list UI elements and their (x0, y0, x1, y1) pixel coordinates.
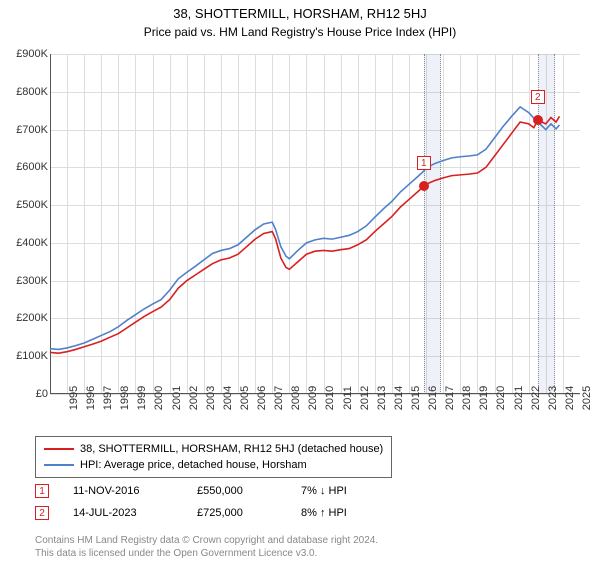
legend-swatch (44, 448, 74, 450)
y-tick-label: £400K (16, 237, 48, 249)
transaction-price: £725,000 (197, 507, 277, 519)
legend-swatch (44, 464, 74, 466)
y-tick-label: £800K (16, 86, 48, 98)
transaction-delta: 7% ↓ HPI (301, 485, 347, 497)
data-point-marker (419, 181, 429, 191)
x-tick-label: 2025 (563, 386, 593, 410)
transaction-index-box: 2 (35, 506, 49, 520)
transaction-date: 11-NOV-2016 (73, 485, 173, 497)
footnote-line: Contains HM Land Registry data © Crown c… (35, 534, 378, 547)
legend-item: HPI: Average price, detached house, Hors… (44, 457, 383, 473)
line-chart (50, 54, 580, 394)
y-tick-label: £500K (16, 199, 48, 211)
legend-item: 38, SHOTTERMILL, HORSHAM, RH12 5HJ (deta… (44, 441, 383, 457)
transaction-delta: 8% ↑ HPI (301, 507, 347, 519)
footnote-line: This data is licensed under the Open Gov… (35, 547, 378, 560)
marker-label-box: 2 (531, 90, 545, 104)
page-subtitle: Price paid vs. HM Land Registry's House … (0, 25, 600, 39)
series-line (50, 107, 559, 350)
transaction-index-box: 1 (35, 484, 49, 498)
legend: 38, SHOTTERMILL, HORSHAM, RH12 5HJ (deta… (35, 436, 392, 478)
y-tick-label: £0 (36, 388, 48, 400)
footnote: Contains HM Land Registry data © Crown c… (35, 534, 378, 560)
y-tick-label: £900K (16, 48, 48, 60)
chart-container: 38, SHOTTERMILL, HORSHAM, RH12 5HJ Price… (0, 6, 600, 566)
y-tick-label: £700K (16, 124, 48, 136)
page-title: 38, SHOTTERMILL, HORSHAM, RH12 5HJ (0, 6, 600, 21)
legend-label: HPI: Average price, detached house, Hors… (80, 459, 307, 471)
transaction-price: £550,000 (197, 485, 277, 497)
y-tick-label: £100K (16, 350, 48, 362)
transaction-date: 14-JUL-2023 (73, 507, 173, 519)
data-point-marker (533, 115, 543, 125)
y-tick-label: £200K (16, 312, 48, 324)
y-tick-label: £300K (16, 275, 48, 287)
marker-label-box: 1 (417, 156, 431, 170)
y-tick-label: £600K (16, 161, 48, 173)
transaction-row: 1 11-NOV-2016 £550,000 7% ↓ HPI (35, 484, 347, 498)
transaction-row: 2 14-JUL-2023 £725,000 8% ↑ HPI (35, 506, 347, 520)
legend-label: 38, SHOTTERMILL, HORSHAM, RH12 5HJ (deta… (80, 443, 383, 455)
